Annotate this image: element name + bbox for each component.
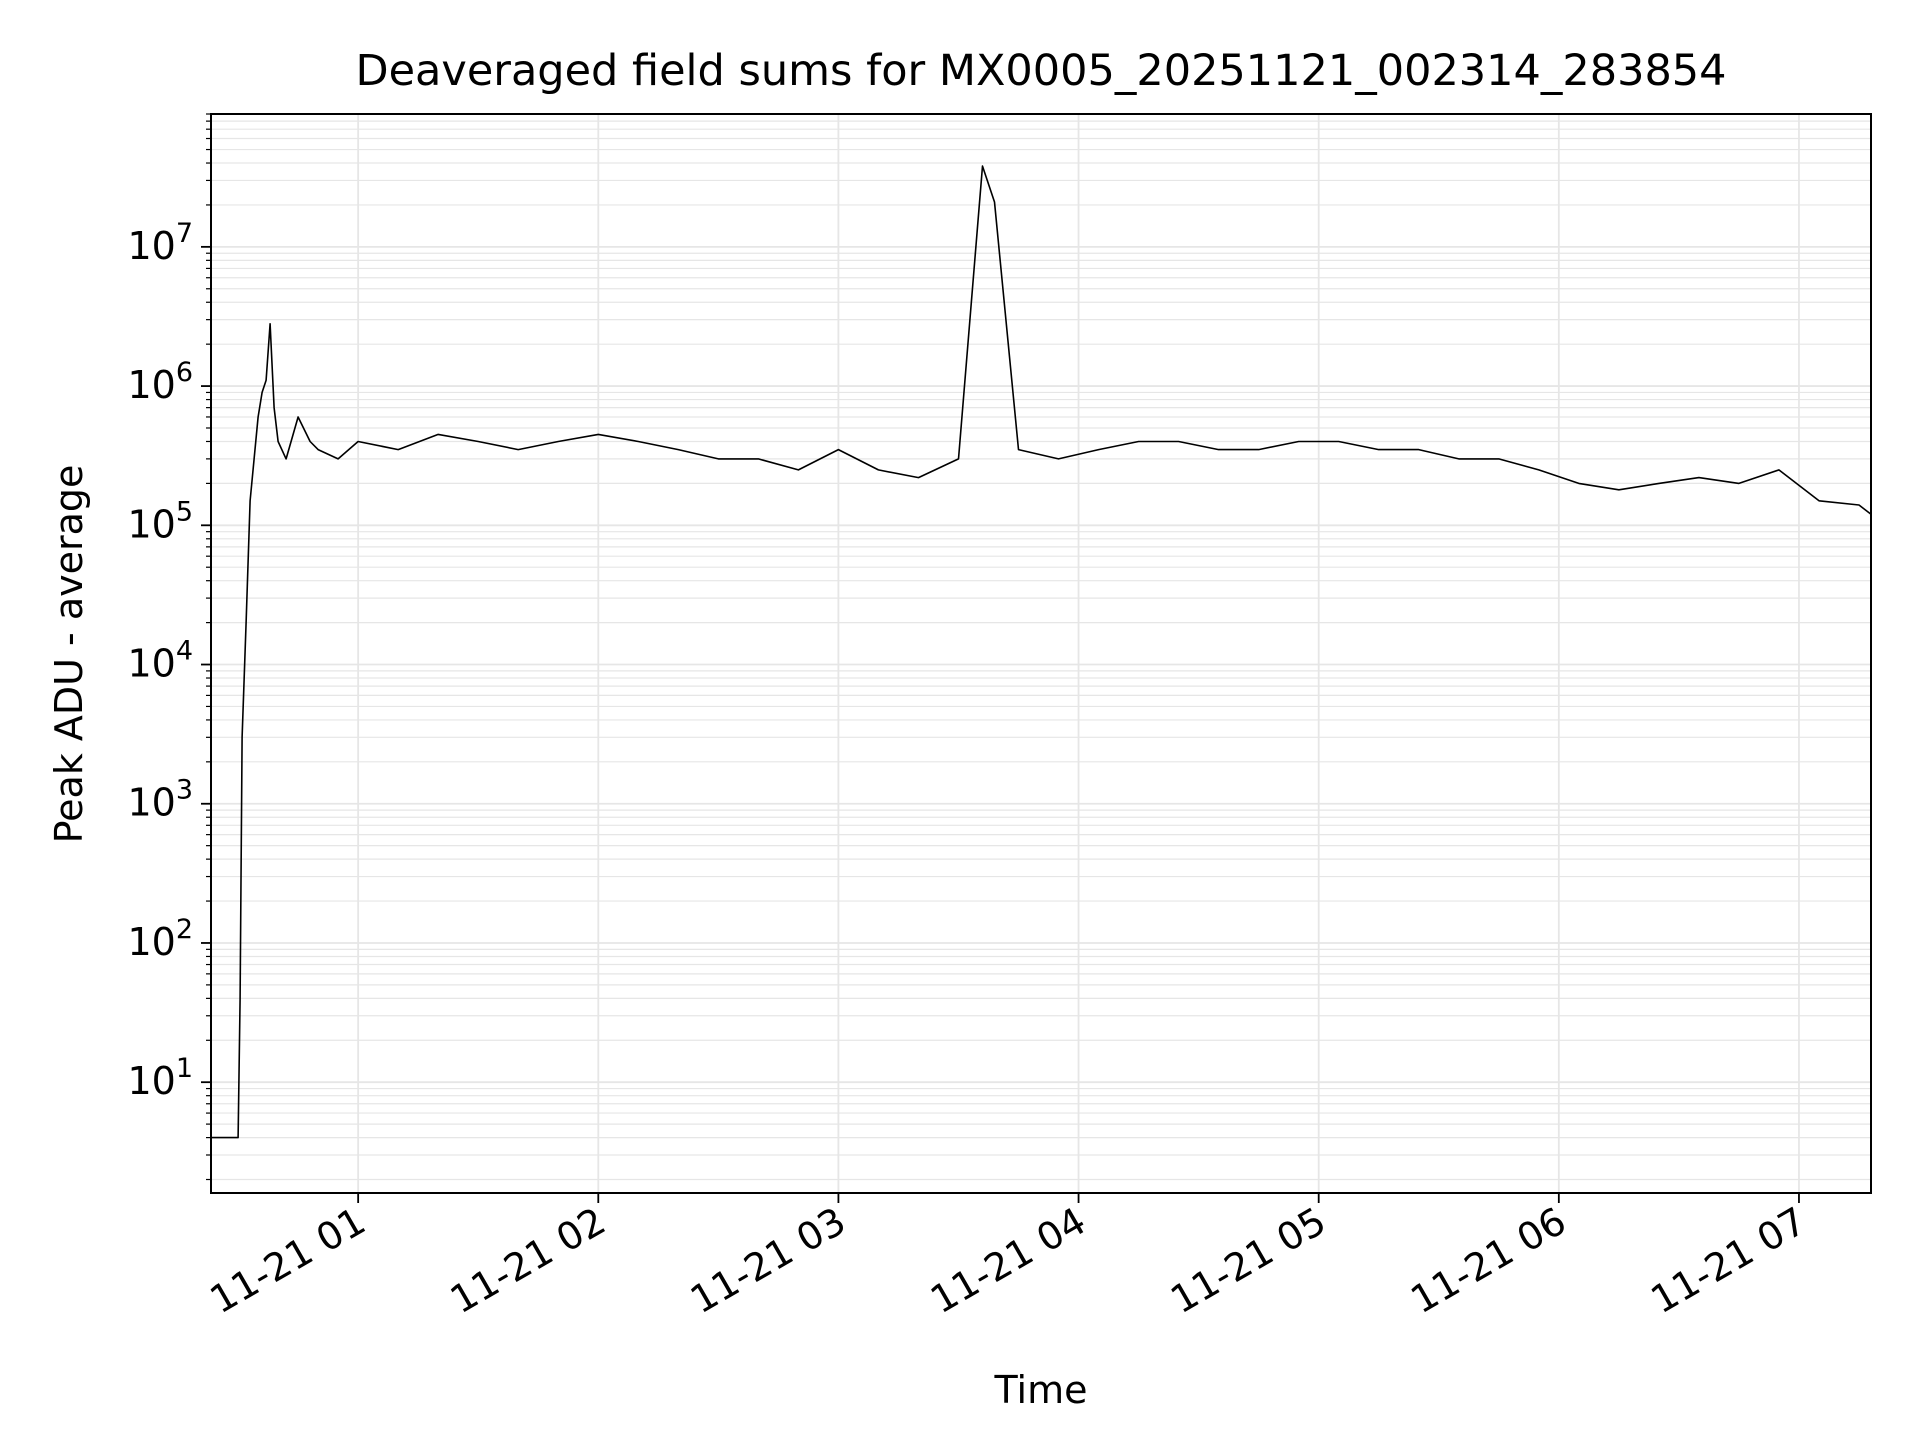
y-tick-label: 104 <box>127 636 193 686</box>
series-line <box>211 165 1872 1139</box>
chart-title: Deaveraged field sums for MX0005_2025112… <box>355 46 1726 96</box>
y-axis-label: Peak ADU - average <box>47 465 91 844</box>
x-axis-label: Time <box>994 1368 1088 1412</box>
plot-frame <box>210 113 1872 1194</box>
grid-layer <box>211 113 1871 1193</box>
data-layer <box>211 165 1872 1139</box>
y-tick-label: 106 <box>127 357 193 407</box>
y-tick-label: 105 <box>127 496 193 546</box>
y-tick-label: 103 <box>127 775 193 825</box>
y-tick-label: 102 <box>127 914 193 964</box>
y-tick-label: 101 <box>127 1053 193 1103</box>
y-tick-label: 107 <box>127 218 193 268</box>
